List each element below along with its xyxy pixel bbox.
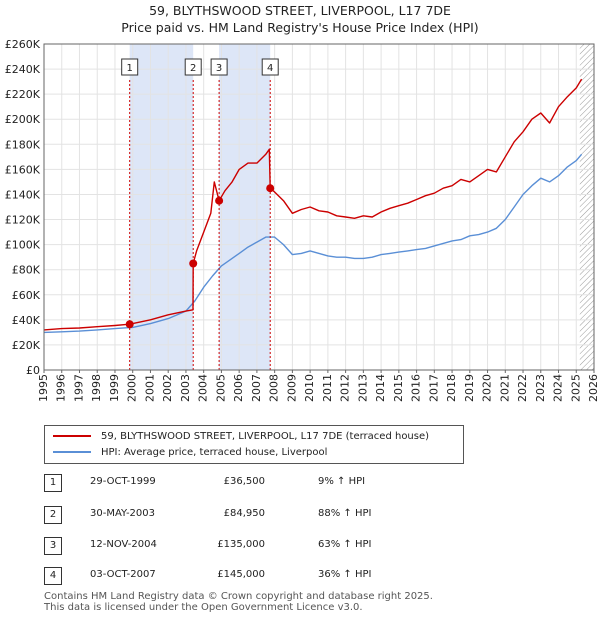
x-tick-label: 2005 [214, 374, 227, 402]
transaction-label-box [184, 58, 202, 76]
x-tick-label: 2012 [339, 374, 352, 402]
legend-item-hpi: HPI: Average price, terraced house, Live… [53, 445, 327, 459]
transaction-date: 03-OCT-2007 [90, 569, 156, 580]
x-tick-label: 2019 [463, 374, 476, 402]
transaction-point [125, 320, 134, 329]
transaction-label-box [261, 58, 279, 76]
chart-title-line1: 59, BLYTHSWOOD STREET, LIVERPOOL, L17 7D… [149, 3, 451, 18]
y-tick-label: £200K [5, 113, 41, 126]
x-tick-label: 2016 [410, 374, 423, 402]
transaction-row: 3 12-NOV-2004 £135,000 63% ↑ HPI [0, 536, 600, 556]
transaction-row: 1 29-OCT-1999 £36,500 9% ↑ HPI [0, 473, 600, 493]
transaction-date: 12-NOV-2004 [90, 539, 157, 550]
legend-swatch-blue [53, 451, 91, 453]
x-tick-label: 2021 [498, 374, 511, 402]
x-tick-label: 1996 [55, 374, 68, 402]
transaction-row: 4 03-OCT-2007 £145,000 36% ↑ HPI [0, 566, 600, 586]
chart-title-line2: Price paid vs. HM Land Registry's House … [121, 20, 479, 35]
x-tick-label: 2011 [321, 374, 334, 402]
footer-licence: This data is licensed under the Open Gov… [44, 602, 363, 613]
transaction-date: 29-OCT-1999 [90, 476, 156, 487]
y-tick-label: £160K [5, 163, 41, 176]
x-tick-label: 2013 [356, 374, 369, 402]
x-tick-label: 1998 [90, 374, 103, 402]
transaction-date: 30-MAY-2003 [90, 508, 156, 519]
footer-copyright: Contains HM Land Registry data © Crown c… [44, 591, 433, 602]
transaction-point [189, 259, 198, 268]
y-tick-label: £120K [5, 214, 41, 227]
y-tick-label: £100K [5, 239, 41, 252]
y-tick-label: £20K [12, 339, 41, 352]
transaction-hpi: 36% ↑ HPI [318, 569, 372, 580]
transaction-label: 1 [127, 63, 133, 74]
transaction-row: 2 30-MAY-2003 £84,950 88% ↑ HPI [0, 505, 600, 525]
y-tick-label: £180K [5, 138, 41, 151]
transaction-point [266, 184, 275, 193]
x-tick-label: 1997 [72, 374, 85, 402]
transaction-hpi: 88% ↑ HPI [318, 508, 372, 519]
ownership-shading [219, 44, 271, 370]
x-tick-label: 2007 [250, 374, 263, 402]
forecast-hatch [579, 44, 594, 370]
transaction-label-box [210, 58, 228, 76]
transaction-label: 2 [190, 63, 196, 74]
plot-area [44, 44, 594, 370]
chart-legend: 59, BLYTHSWOOD STREET, LIVERPOOL, L17 7D… [44, 425, 464, 464]
x-tick-label: 2014 [374, 374, 387, 402]
legend-label-hpi: HPI: Average price, terraced house, Live… [101, 446, 328, 458]
transaction-price: £36,500 [223, 476, 265, 487]
y-tick-label: £140K [5, 188, 41, 201]
x-tick-label: 2024 [552, 374, 565, 402]
ownership-shading [129, 44, 194, 370]
transaction-hpi: 63% ↑ HPI [318, 539, 372, 550]
transaction-label-box [121, 58, 139, 76]
x-tick-label: 2015 [392, 374, 405, 402]
x-tick-label: 2000 [126, 374, 139, 402]
y-tick-label: £0 [26, 364, 40, 377]
plot-frame [43, 43, 595, 371]
x-tick-label: 2010 [303, 374, 316, 402]
x-tick-label: 2003 [179, 374, 192, 402]
transaction-price: £84,950 [223, 508, 265, 519]
transaction-number: 3 [44, 537, 62, 555]
transaction-label: 3 [216, 63, 222, 74]
transaction-price: £145,000 [217, 569, 265, 580]
x-tick-label: 1999 [108, 374, 121, 402]
transaction-number: 4 [44, 567, 62, 585]
legend-label-property: 59, BLYTHSWOOD STREET, LIVERPOOL, L17 7D… [101, 430, 430, 442]
price-chart: 1 2 3 4 £0 £20K £40K £60K £80K £100K £120K £140K £1… [5, 38, 600, 402]
x-tick-label: 2022 [516, 374, 529, 402]
y-tick-label: £60K [12, 289, 41, 302]
legend-swatch-red [53, 435, 91, 437]
transaction-number: 2 [44, 506, 62, 524]
legend-item-property: 59, BLYTHSWOOD STREET, LIVERPOOL, L17 7D… [53, 429, 429, 443]
x-tick-label: 2023 [534, 374, 547, 402]
x-tick-label: 2009 [285, 374, 298, 402]
x-tick-label: 2008 [268, 374, 281, 402]
y-tick-label: £240K [5, 63, 41, 76]
x-tick-label: 2018 [445, 374, 458, 402]
transaction-hpi: 9% ↑ HPI [318, 476, 366, 487]
transaction-label: 4 [267, 63, 273, 74]
transaction-price: £135,000 [217, 539, 265, 550]
x-tick-label: 2002 [161, 374, 174, 402]
y-tick-label: £220K [5, 88, 41, 101]
y-tick-label: £40K [12, 314, 41, 327]
y-tick-label: £260K [5, 38, 41, 51]
x-tick-label: 2025 [569, 374, 582, 402]
transaction-number: 1 [44, 474, 62, 492]
x-tick-label: 2001 [143, 374, 156, 402]
footer-attribution: Contains HM Land Registry data © Crown c… [44, 591, 433, 613]
y-tick-label: £80K [12, 264, 41, 277]
x-tick-label: 2006 [232, 374, 245, 402]
x-tick-label: 2017 [427, 374, 440, 402]
x-tick-label: 2026 [587, 374, 600, 402]
x-tick-label: 2020 [481, 374, 494, 402]
transaction-point [215, 196, 224, 205]
x-tick-label: 1995 [37, 374, 50, 402]
x-tick-label: 2004 [197, 374, 210, 402]
